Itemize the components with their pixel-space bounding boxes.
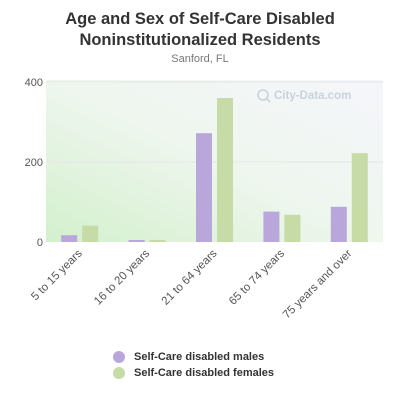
legend-label-females: Self-Care disabled females	[134, 367, 275, 379]
bar-females[interactable]	[149, 240, 166, 242]
x-tick-label: 5 to 15 years	[29, 247, 85, 303]
x-tick-label: 16 to 20 years	[92, 247, 152, 307]
watermark: City-Data.com	[257, 89, 351, 103]
bar-males[interactable]	[196, 133, 212, 242]
bar-males[interactable]	[330, 206, 347, 242]
watermark-text: City-Data.com	[274, 90, 351, 102]
bar-females[interactable]	[284, 214, 301, 242]
legend-item-males: Self-Care disabled males	[113, 349, 274, 365]
legend: Self-Care disabled males Self-Care disab…	[113, 349, 274, 381]
x-tick-label: 65 to 74 years	[227, 247, 287, 307]
bar-females[interactable]	[351, 153, 368, 242]
y-tick-label: 400	[25, 77, 43, 89]
y-tick-label: 0	[37, 237, 43, 249]
y-tick-label: 200	[25, 157, 43, 169]
legend-item-females: Self-Care disabled females	[113, 365, 274, 381]
chart-title: Age and Sex of Self-Care Disabled Nonins…	[65, 10, 335, 49]
legend-label-males: Self-Care disabled males	[134, 351, 265, 363]
x-tick-label: 21 to 64 years	[160, 247, 220, 307]
bar-females[interactable]	[82, 225, 99, 242]
chart-subtitle: Sanford, FL	[171, 53, 229, 65]
bar-males[interactable]	[128, 240, 145, 242]
plot-area	[46, 80, 383, 242]
watermark-magnifier-icon	[257, 89, 269, 101]
legend-swatch-females	[113, 367, 125, 379]
bar-males[interactable]	[61, 235, 78, 242]
legend-swatch-males	[113, 351, 125, 363]
bar-males[interactable]	[263, 211, 280, 242]
bar-females[interactable]	[217, 98, 233, 242]
x-tick-label: 75 years and over	[281, 248, 355, 322]
